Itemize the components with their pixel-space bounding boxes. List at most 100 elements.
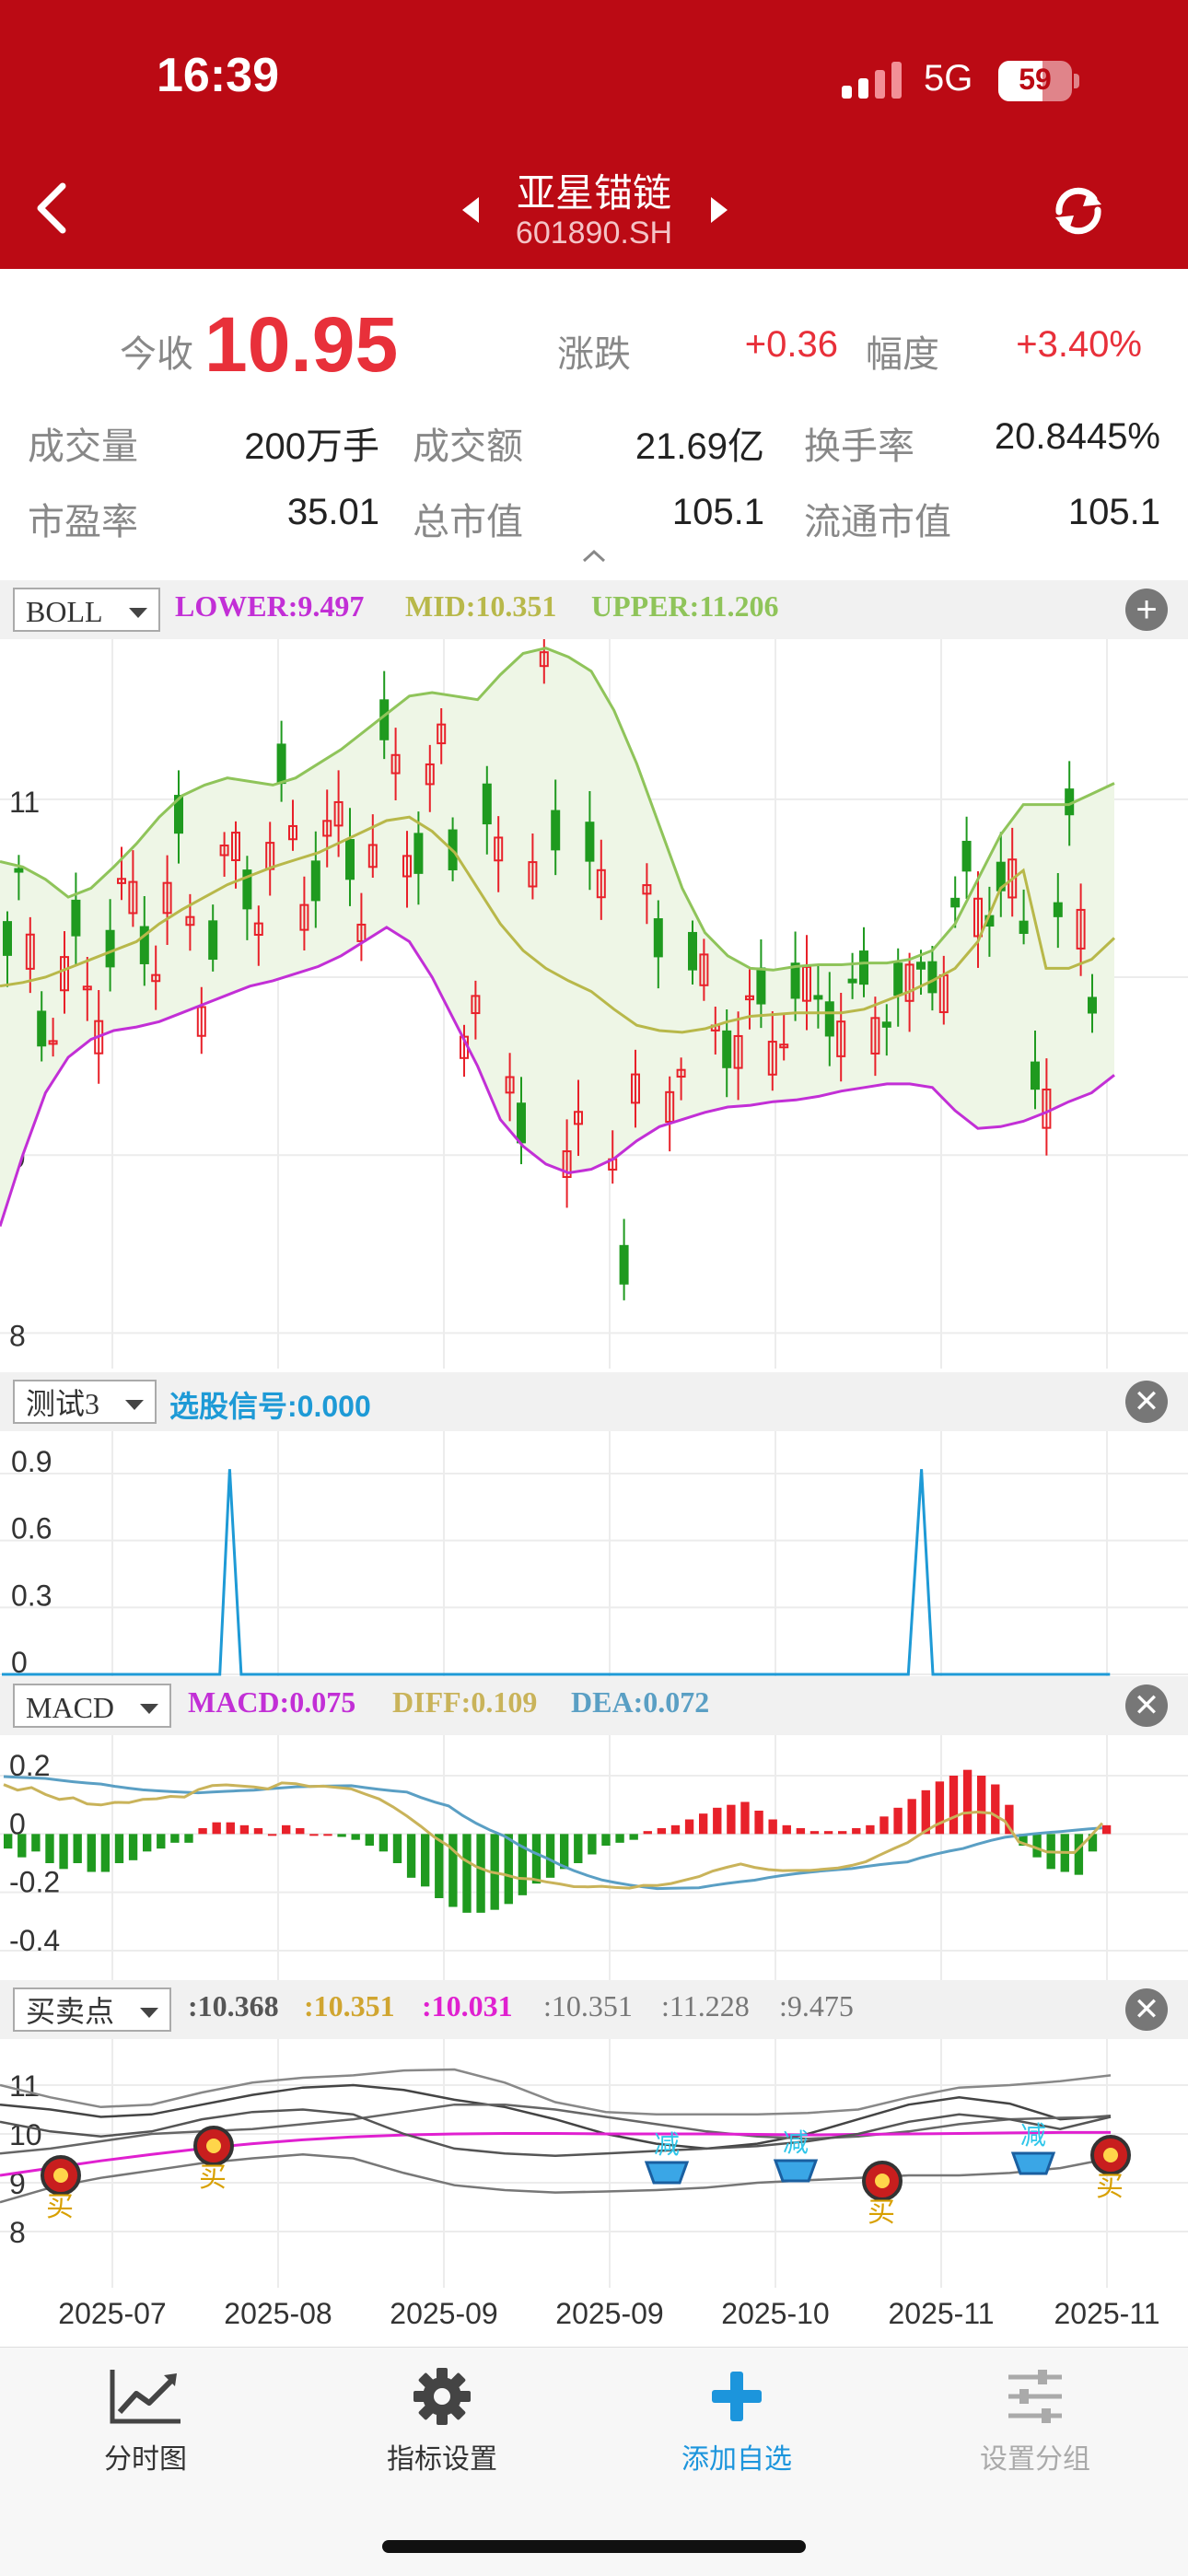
macd-histogram-bar [212, 1822, 221, 1835]
tab-add-watchlist[interactable]: 添加自选 [626, 2366, 847, 2477]
buysell-selector[interactable]: 买卖点 [13, 1987, 171, 2032]
candle-body [916, 962, 926, 970]
candle-body [893, 962, 903, 997]
macd-histogram-bar [421, 1834, 430, 1887]
change-value: +0.36 [744, 324, 838, 365]
macd-diff: DIFF:0.109 [392, 1685, 538, 1719]
macd-histogram-bar [768, 1819, 777, 1835]
y-tick-label: 0 [9, 1807, 26, 1840]
candle-body [310, 860, 320, 902]
previous-stock-icon[interactable] [460, 195, 481, 225]
candle-body [619, 1244, 629, 1285]
plus-icon [712, 2372, 762, 2421]
close-indicator-button[interactable]: ✕ [1125, 1381, 1168, 1423]
candle-body [253, 922, 263, 937]
y-tick-label: 11 [9, 786, 40, 819]
macd-histogram-bar [87, 1834, 96, 1872]
boll-band-fill [0, 647, 1114, 1227]
macd-histogram-bar [809, 1831, 820, 1835]
buy-label: 买 [199, 2162, 227, 2194]
bs-series-line [0, 2130, 1111, 2177]
candle-body [242, 869, 252, 910]
back-arrow-icon[interactable] [33, 181, 70, 236]
candle-body [14, 868, 24, 873]
macd-value: MACD:0.075 [188, 1685, 356, 1719]
macd-histogram-bar [782, 1824, 791, 1835]
candle-body [345, 839, 355, 880]
macd-histogram-bar [977, 1776, 986, 1835]
close-label: 今收 [120, 334, 193, 375]
candle-body [562, 1150, 572, 1178]
tab-timeshare[interactable]: 分时图 [35, 2366, 256, 2477]
bs-series-line [0, 2153, 1112, 2204]
refresh-icon[interactable] [1050, 184, 1107, 238]
macd-histogram-bar [448, 1834, 458, 1907]
close-indicator-button[interactable]: ✕ [1125, 1988, 1168, 2031]
candle-body [642, 884, 652, 895]
bs-series-line [0, 2103, 1112, 2155]
macd-histogram-bar [629, 1834, 638, 1840]
macd-histogram-bar [226, 1822, 235, 1835]
candle-body [482, 783, 492, 825]
candle-body [528, 861, 538, 888]
dropdown-arrow-icon [140, 1704, 158, 1714]
bs-series-line [0, 2083, 1112, 2151]
candle-body [596, 868, 606, 899]
macd-histogram-bar [727, 1804, 736, 1835]
boll-mid: MID:10.351 [405, 589, 557, 623]
macd-histogram-bar [282, 1824, 291, 1835]
change-label: 涨跌 [557, 334, 631, 375]
pe-label: 市盈率 [28, 502, 138, 542]
candle-body [767, 1041, 777, 1076]
macd-selector[interactable]: MACD [13, 1684, 171, 1728]
macd-histogram-bar [907, 1799, 916, 1835]
signal-chart: 0.9 0.6 0.3 0 [0, 1431, 1188, 1676]
macd-histogram-bar [796, 1828, 806, 1835]
y-tick-label: 0 [11, 1646, 28, 1676]
float-cap-value: 105.1 [1067, 492, 1160, 532]
macd-histogram-bar [740, 1801, 750, 1835]
candle-body [733, 1034, 743, 1069]
dropdown-arrow-icon [140, 2008, 158, 2018]
macd-histogram-bar [128, 1834, 138, 1860]
candle-body [1031, 1061, 1040, 1090]
collapse-chevron-icon[interactable] [580, 547, 608, 564]
macd-histogram-bar [31, 1834, 41, 1852]
test3-indicator-bar: 测试3 选股信号:0.000 ✕ [0, 1372, 1188, 1431]
bs-value-2: :10.351 [304, 1989, 395, 2022]
next-stock-icon[interactable] [709, 195, 729, 225]
macd-histogram-bar [100, 1834, 111, 1872]
tab-indicator-settings[interactable]: 指标设置 [332, 2366, 553, 2477]
candle-body [379, 699, 390, 740]
macd-indicator-bar: MACD MACD:0.075 DIFF:0.109 DEA:0.072 ✕ [0, 1676, 1188, 1735]
bs-series-line [0, 2108, 1112, 2158]
y-tick-label: 0.9 [11, 1445, 52, 1478]
macd-histogram-bar [239, 1824, 250, 1835]
boll-selector[interactable]: BOLL [13, 588, 160, 632]
candle-body [425, 763, 435, 786]
candle-body [813, 995, 823, 1000]
candle-body [162, 881, 172, 915]
candle-body [756, 967, 766, 1005]
macd-histogram-bar [852, 1828, 861, 1835]
macd-histogram-bar [143, 1834, 152, 1852]
test3-selector[interactable]: 测试3 [13, 1380, 157, 1424]
amount-value: 21.69亿 [635, 426, 764, 467]
close-indicator-button[interactable]: ✕ [1125, 1684, 1168, 1727]
candle-body [322, 820, 332, 837]
cellular-signal-icon [842, 62, 902, 99]
macd-histogram-bar [1101, 1824, 1112, 1835]
candle-body [37, 1010, 47, 1047]
macd-histogram-bar [406, 1834, 416, 1878]
candle-body [185, 915, 195, 927]
macd-histogram-bar [45, 1834, 54, 1863]
turnover-value: 20.8445% [994, 416, 1160, 457]
tab-group-settings[interactable]: 设置分组 [925, 2366, 1146, 2477]
boll-upper-line [0, 647, 1115, 972]
candle-body [505, 1076, 515, 1094]
candle-body [471, 995, 481, 1015]
tab-timeshare-label: 分时图 [104, 2444, 187, 2475]
add-indicator-button[interactable]: + [1125, 589, 1168, 631]
candle-body [699, 953, 709, 986]
